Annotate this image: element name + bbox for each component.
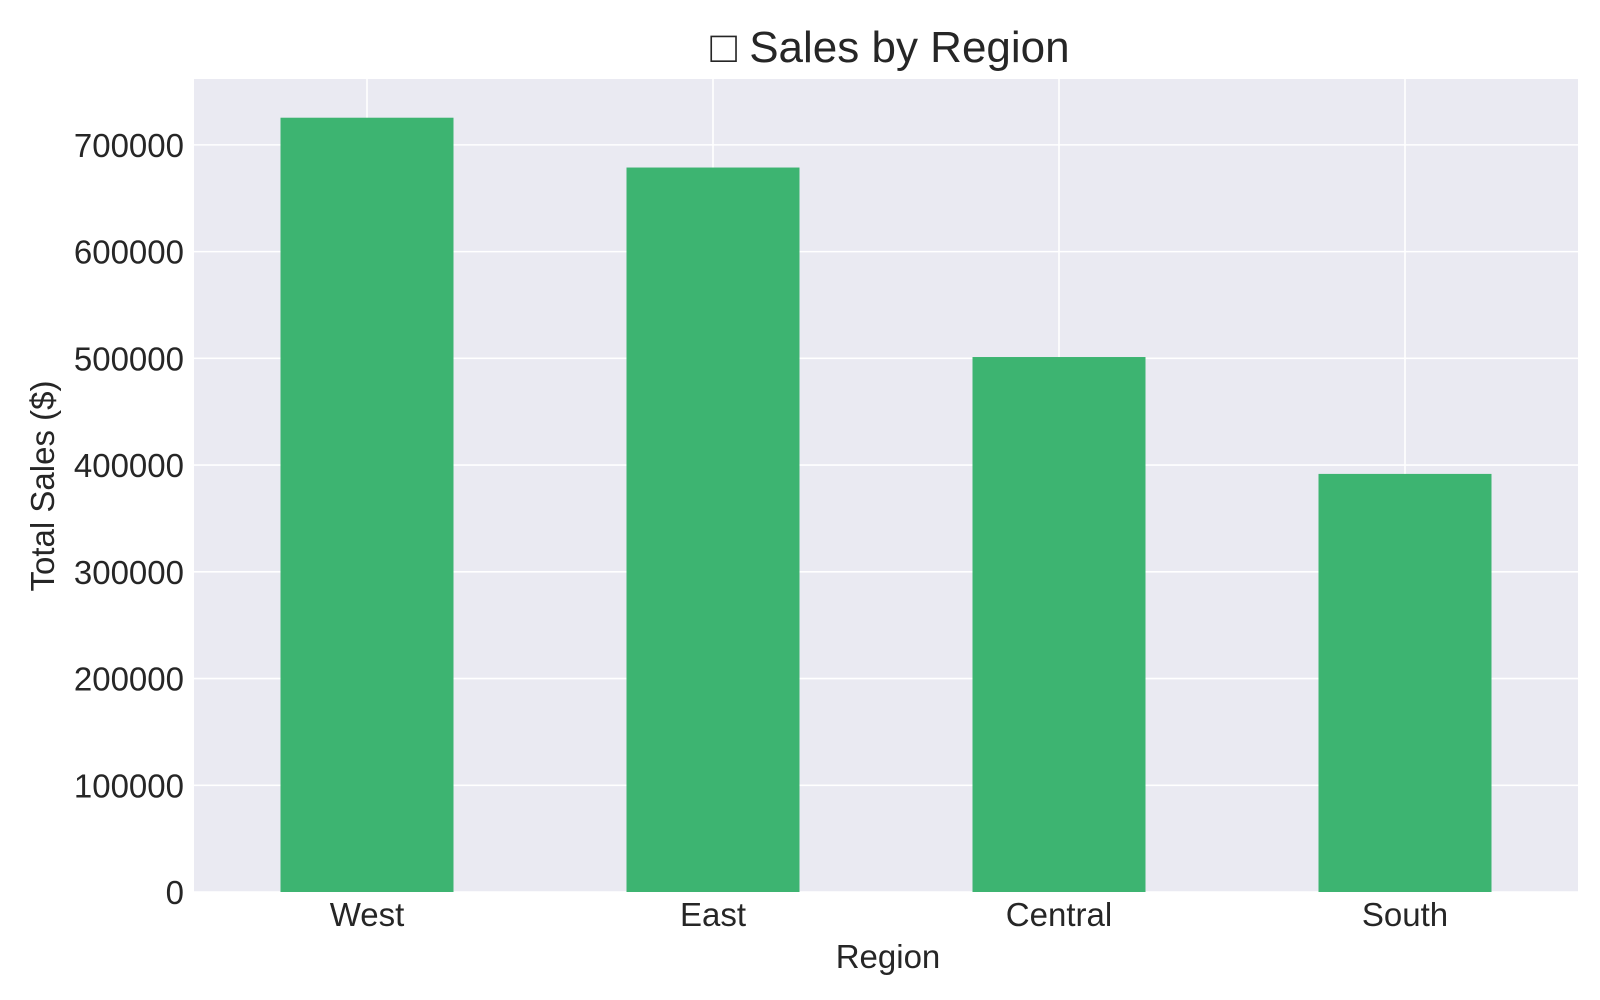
y-tick-label: 100000 — [74, 767, 184, 804]
x-tick-label: West — [330, 896, 405, 933]
bar-central — [972, 357, 1146, 892]
x-tick-label: East — [680, 896, 746, 933]
y-tick-label: 200000 — [74, 661, 184, 698]
y-axis-label: Total Sales ($) — [24, 381, 61, 592]
y-tick-labels: 0 100000 200000 300000 400000 500000 600000 700… — [74, 127, 184, 911]
y-tick-label: 600000 — [74, 234, 184, 271]
bar-east — [626, 167, 800, 892]
x-axis-label: Region — [836, 938, 941, 975]
x-tick-label: Central — [1006, 896, 1112, 933]
bar-layer — [280, 117, 1492, 892]
x-tick-labels: West East Central South — [330, 896, 1448, 933]
y-tick-label: 400000 — [74, 447, 184, 484]
bar-west — [280, 117, 454, 892]
y-tick-label: 0 — [166, 874, 184, 911]
bar-south — [1318, 473, 1492, 892]
y-tick-label: 500000 — [74, 340, 184, 377]
x-tick-label: South — [1362, 896, 1448, 933]
chart-title: □ Sales by Region — [710, 23, 1069, 72]
y-tick-label: 300000 — [74, 554, 184, 591]
y-tick-label: 700000 — [74, 127, 184, 164]
